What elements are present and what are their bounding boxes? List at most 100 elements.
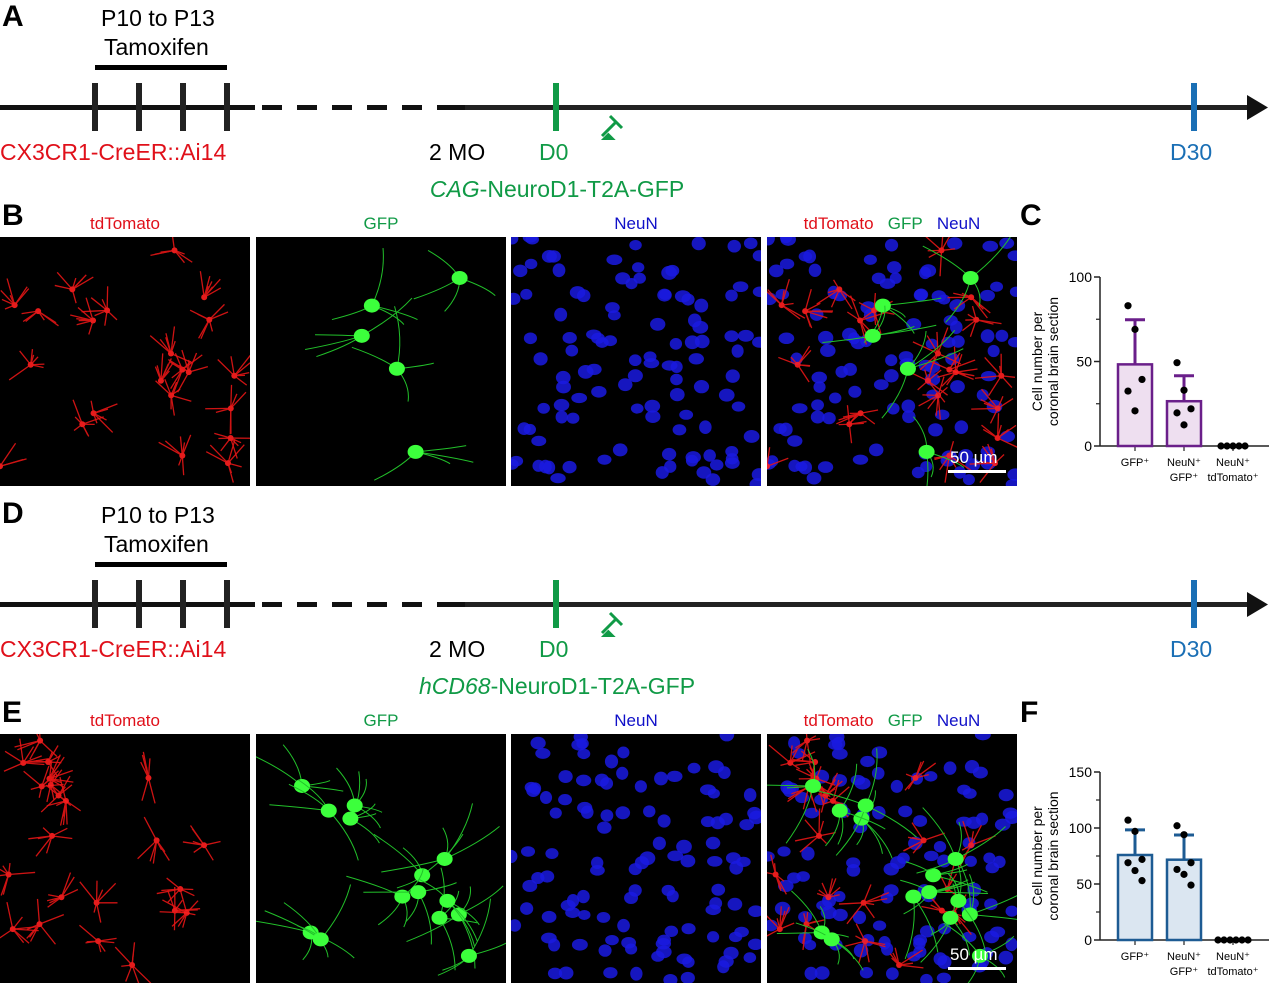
merge-gfp: GFP xyxy=(887,711,923,730)
y-tick-label: 50 xyxy=(1076,876,1092,892)
panel-letter-chart: F xyxy=(1020,696,1039,729)
injection-ticks xyxy=(92,83,230,131)
y-tick-label: 150 xyxy=(1069,764,1093,780)
bar xyxy=(1116,853,1154,942)
d30-tick xyxy=(1191,580,1197,628)
timeline-dashed xyxy=(262,602,465,607)
d30-label: D30 xyxy=(1170,139,1213,165)
figure-row: D P10 to P13 Tamoxifen xyxy=(0,497,1269,983)
x-tick-label: GFP⁺ xyxy=(1170,472,1199,484)
timeline-solid xyxy=(0,602,255,607)
timeline xyxy=(0,562,1268,637)
data-point xyxy=(1229,442,1237,450)
construct: -NeuroD1-T2A-GFP xyxy=(479,176,685,202)
y-tick-label: 0 xyxy=(1084,932,1092,948)
age-label: 2 MO xyxy=(429,636,486,662)
micrograph-neun xyxy=(511,734,761,983)
promoter: hCD68 xyxy=(418,673,491,699)
y-tick-label: 100 xyxy=(1069,269,1093,285)
data-point xyxy=(1124,302,1132,310)
data-point xyxy=(1235,442,1243,450)
data-point xyxy=(1241,442,1249,450)
y-tick-label: 100 xyxy=(1069,820,1093,836)
merge-gfp: GFP xyxy=(887,214,923,233)
x-tick-label: tdTomato⁺ xyxy=(1207,472,1258,484)
data-point xyxy=(1131,407,1139,415)
data-point xyxy=(1173,822,1181,830)
data-point xyxy=(1173,865,1181,874)
data-point xyxy=(1138,375,1146,384)
syringe-icon xyxy=(584,114,624,140)
data-point xyxy=(1131,866,1139,875)
x-tick-label: NeuN⁺ xyxy=(1167,951,1201,963)
data-point xyxy=(1244,936,1252,944)
drug-label: Tamoxifen xyxy=(104,34,209,60)
data-point xyxy=(1124,859,1132,867)
timeline-solid xyxy=(0,105,255,110)
virus-label: CAG-NeuroD1-T2A-GFP xyxy=(430,176,684,203)
data-point xyxy=(1173,359,1181,367)
data-point xyxy=(1214,936,1222,944)
merge-neun: NeuN xyxy=(936,214,981,233)
bar-chart: 0 50 100 150 Cell number percoronal brain se… xyxy=(1020,757,1269,983)
d0-tick xyxy=(553,580,559,628)
micrograph-neun xyxy=(511,237,761,486)
y-axis-label: Cell number percoronal brain section xyxy=(1029,297,1061,426)
timeline-after xyxy=(465,602,1250,607)
data-point xyxy=(1131,325,1139,333)
data-point xyxy=(1232,936,1240,944)
d0-label: D0 xyxy=(539,636,569,662)
scale-bar-label: 50 µm xyxy=(950,945,998,964)
tamoxifen-bar xyxy=(95,65,227,70)
data-point xyxy=(1238,936,1246,944)
x-tick-label: GFP⁺ xyxy=(1121,951,1150,963)
data-point xyxy=(1223,442,1231,450)
data-point xyxy=(1124,816,1132,824)
channel-label-neun: NeuN xyxy=(614,214,658,233)
y-tick-label: 50 xyxy=(1076,354,1092,370)
micrograph-tdtomato xyxy=(0,734,250,983)
channel-label-neun: NeuN xyxy=(614,711,658,730)
panel-letter-images: B xyxy=(2,199,24,232)
data-point xyxy=(1138,877,1146,885)
data-point xyxy=(1173,409,1181,417)
data-point xyxy=(1138,855,1146,863)
bar xyxy=(1116,363,1154,448)
x-tick-label: tdTomato⁺ xyxy=(1207,966,1258,978)
scale-bar xyxy=(948,967,1006,970)
merge-label: tdTomato GFP NeuN xyxy=(767,214,1017,234)
d0-label: D0 xyxy=(539,139,569,165)
period-label: P10 to P13 xyxy=(101,502,215,528)
d30-label: D30 xyxy=(1170,636,1213,662)
timeline xyxy=(0,65,1268,140)
syringe-icon xyxy=(584,611,624,637)
channel-label-gfp: GFP xyxy=(363,711,399,730)
mouse-line-label: CX3CR1-CreER::Ai14 xyxy=(0,139,227,165)
data-point xyxy=(1187,881,1195,889)
drug-label: Tamoxifen xyxy=(104,531,209,557)
merge-tdtomato: tdTomato xyxy=(803,214,874,233)
channel-label-tdtomato: tdTomato xyxy=(90,711,160,730)
micrograph-tdtomato xyxy=(0,237,250,486)
x-tick-label: GFP⁺ xyxy=(1121,457,1150,469)
promoter: CAG xyxy=(429,176,480,202)
data-point xyxy=(1187,859,1195,867)
panel-letter-images: E xyxy=(2,696,23,729)
micrograph-merge xyxy=(767,734,1017,983)
channel-label-gfp: GFP xyxy=(363,214,399,233)
age-label: 2 MO xyxy=(429,139,486,165)
arrow-head xyxy=(1247,95,1268,120)
scale-bar xyxy=(948,470,1006,473)
timeline-after xyxy=(465,105,1250,110)
bar-chart: 0 50 100 Cell number percoronal brain secti… xyxy=(1020,260,1269,490)
data-point xyxy=(1180,831,1188,839)
panel-letter-timeline: A xyxy=(2,0,24,33)
y-tick-label: 0 xyxy=(1084,438,1092,454)
panel-letter-chart: C xyxy=(1020,199,1042,232)
data-point xyxy=(1226,936,1234,944)
merge-neun: NeuN xyxy=(936,711,981,730)
virus-label: hCD68-NeuroD1-T2A-GFP xyxy=(419,673,695,700)
data-point xyxy=(1180,870,1188,878)
construct: -NeuroD1-T2A-GFP xyxy=(490,673,696,699)
